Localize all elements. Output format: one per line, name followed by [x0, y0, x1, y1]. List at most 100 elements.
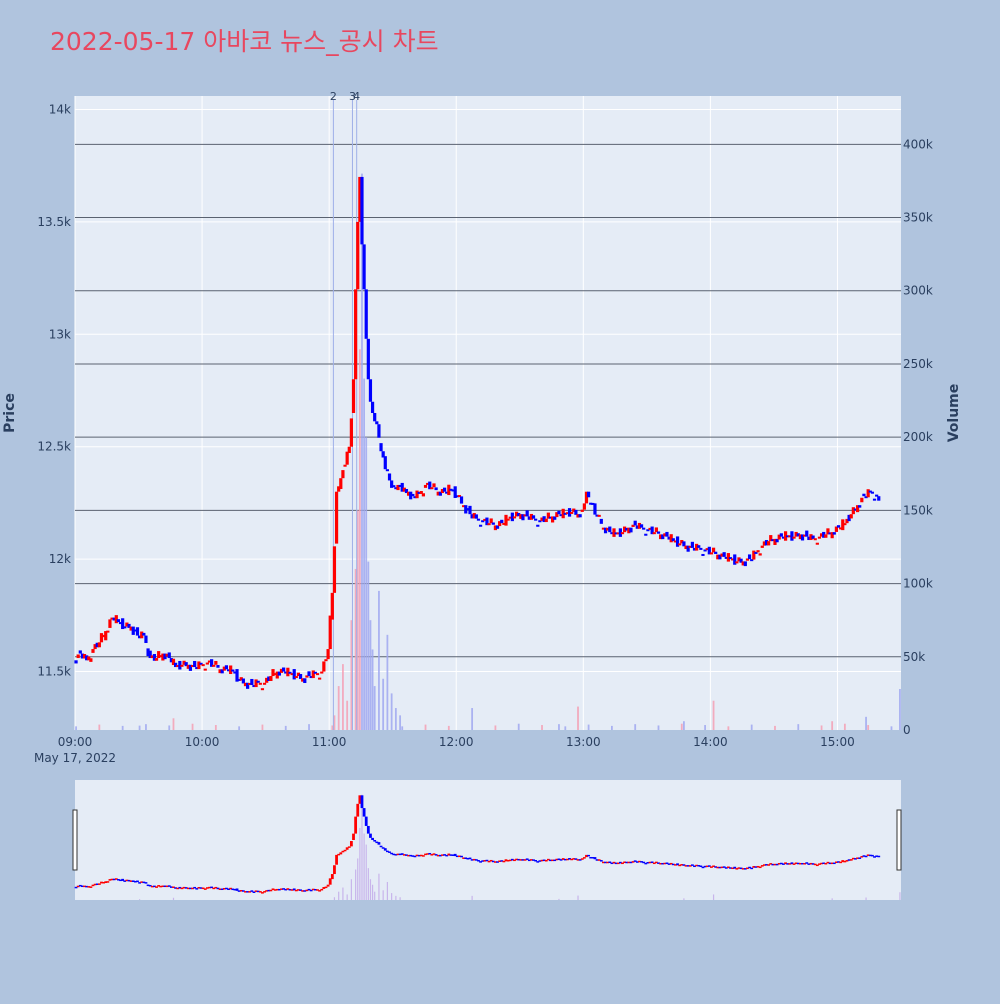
- slider-candle: [208, 886, 211, 889]
- range-slider[interactable]: [75, 780, 901, 900]
- slider-candle: [133, 880, 137, 883]
- candle: [652, 532, 656, 535]
- slider-candle: [256, 890, 260, 893]
- candle: [366, 338, 370, 380]
- candle: [455, 495, 459, 498]
- slider-candle: [407, 854, 410, 857]
- slider-candle: [405, 854, 408, 856]
- candle: [142, 632, 146, 636]
- candle: [248, 683, 252, 686]
- slider-candle: [165, 885, 169, 888]
- slider-candle: [686, 865, 690, 867]
- slider-candle: [638, 860, 641, 863]
- slider-candle: [729, 867, 732, 869]
- candle: [671, 538, 675, 542]
- candle: [796, 533, 800, 537]
- candle: [184, 662, 188, 667]
- candle: [356, 221, 360, 290]
- candle: [574, 509, 578, 515]
- slider-candle: [409, 854, 413, 857]
- slider-candle: [138, 882, 141, 884]
- candle: [118, 622, 123, 625]
- slider-candle: [81, 885, 84, 888]
- candle: [322, 661, 326, 672]
- candle: [570, 511, 574, 514]
- slider-candle: [343, 849, 347, 852]
- candle: [415, 490, 419, 499]
- slider-candle: [366, 825, 370, 834]
- slider-candle: [265, 890, 269, 892]
- candle: [682, 541, 686, 547]
- candle: [669, 534, 673, 543]
- slider-candle: [466, 858, 470, 860]
- candle: [637, 522, 642, 529]
- slider-candle: [341, 850, 345, 853]
- candle: [464, 505, 468, 514]
- candle: [135, 627, 140, 636]
- range-slider-left-handle[interactable]: [72, 809, 78, 871]
- candle: [692, 547, 697, 551]
- volume-bar: [98, 724, 101, 730]
- slider-candle: [85, 885, 89, 888]
- candle: [817, 536, 822, 539]
- slider-candle: [189, 887, 192, 890]
- candle: [341, 470, 345, 479]
- volume-bar: [577, 706, 579, 730]
- candle: [646, 529, 650, 532]
- range-slider-right-handle[interactable]: [896, 809, 902, 871]
- slider-candle: [117, 879, 120, 881]
- slider-candle: [142, 881, 146, 884]
- slider-volume-bar: [558, 898, 560, 900]
- candle: [265, 677, 269, 683]
- slider-candle: [176, 887, 180, 890]
- candle: [309, 676, 313, 679]
- candle: [487, 523, 491, 526]
- candle: [95, 642, 99, 648]
- slider-volume-bar: [338, 891, 340, 900]
- candle: [167, 652, 171, 659]
- candle: [254, 679, 258, 688]
- candle: [773, 538, 777, 545]
- slider-candle: [225, 887, 228, 890]
- slider-candle: [517, 858, 521, 861]
- slider-candle: [330, 874, 334, 880]
- slider-candle: [771, 863, 775, 866]
- volume-bar: [337, 686, 340, 730]
- volume-bar: [471, 708, 474, 730]
- candle: [724, 556, 728, 559]
- candle: [481, 520, 485, 523]
- slider-candle: [273, 889, 277, 891]
- candle: [762, 541, 766, 546]
- candle: [210, 659, 214, 667]
- slider-candle: [775, 863, 779, 866]
- y2-tick-label: 200k: [903, 430, 933, 444]
- candle: [550, 516, 555, 523]
- volume-bar: [890, 726, 893, 730]
- candle: [639, 524, 644, 528]
- slider-candle: [629, 861, 633, 864]
- slider-candle: [604, 861, 607, 864]
- candle: [529, 513, 534, 520]
- candle: [798, 534, 802, 540]
- candle: [870, 491, 875, 494]
- volume-bar: [346, 700, 349, 730]
- slider-candle: [362, 808, 366, 817]
- slider-volume-bar: [363, 833, 365, 900]
- slider-candle: [595, 859, 599, 861]
- slider-candle: [875, 855, 879, 857]
- candle: [243, 682, 248, 687]
- slider-candle: [354, 816, 358, 834]
- slider-candle: [646, 862, 650, 864]
- candle: [777, 534, 781, 540]
- slider-candle: [472, 858, 476, 861]
- candle: [447, 484, 451, 496]
- candle: [406, 491, 411, 496]
- candle: [190, 665, 195, 668]
- candle: [720, 553, 724, 557]
- slider-candle: [373, 840, 377, 842]
- candle: [387, 473, 392, 481]
- slider-candle: [184, 887, 188, 889]
- candle: [750, 559, 754, 562]
- main-plot-area[interactable]: [75, 96, 901, 730]
- candle: [303, 678, 307, 684]
